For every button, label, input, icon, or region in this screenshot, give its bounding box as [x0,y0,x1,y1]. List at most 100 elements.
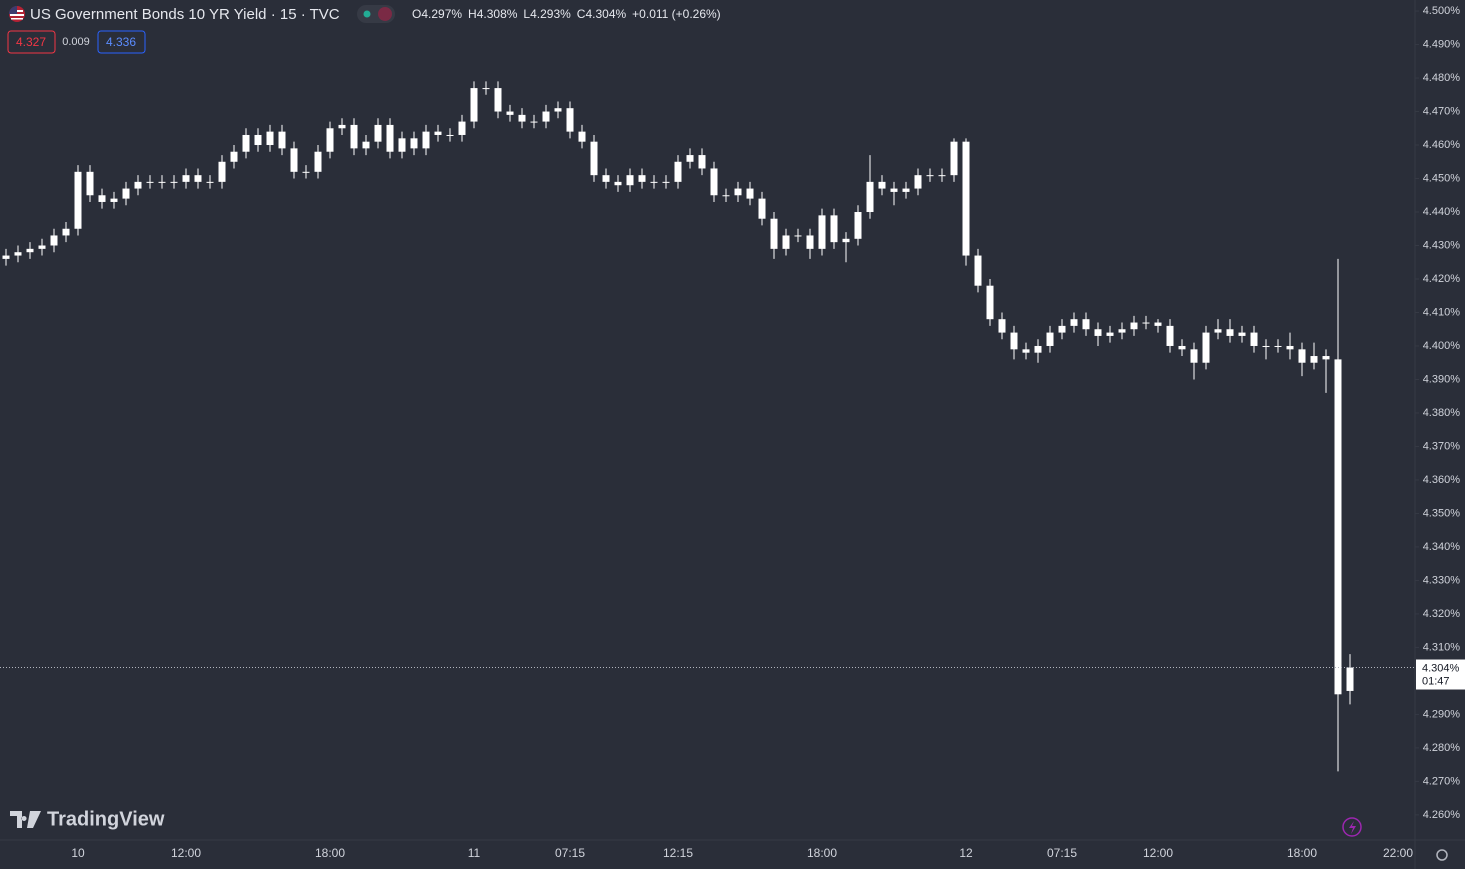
candle-body [950,141,958,176]
candle-body [446,134,454,136]
candle-body [974,255,982,286]
candle-body [878,181,886,189]
chart-title: US Government Bonds 10 YR Yield · 15 · T… [30,6,340,23]
candle-body [530,121,538,123]
candle-body [1058,325,1066,333]
candle-body [710,168,718,196]
candle-body [938,175,946,177]
buy-box[interactable] [97,30,146,54]
y-tick-label: 4.320% [1423,608,1461,620]
candle-body [386,124,394,152]
candle-body [902,188,910,192]
candle-body [998,319,1006,333]
candle-body [326,128,334,152]
candle-body [1226,329,1234,336]
candle-body [986,285,994,320]
candle-body [1286,345,1294,350]
candle-body [218,161,226,182]
y-tick-label: 4.450% [1423,172,1461,184]
ohlc-item: H4.308% [468,7,518,21]
candle-body [734,188,742,196]
candle-body [194,175,202,182]
candle-body [542,111,550,122]
sell-price: 4.327 [16,35,46,49]
candle-body [122,188,130,199]
candle-body [470,88,478,122]
buy-price: 4.336 [106,35,136,49]
candle-body [170,181,178,183]
candle-body [830,215,838,243]
sell-box[interactable] [7,30,56,54]
candle-body [818,215,826,249]
candle-body [722,195,730,197]
x-tick-label: 10 [71,846,85,860]
y-tick-label: 4.460% [1423,139,1461,151]
alert-icon[interactable] [1342,817,1362,837]
candle-body [398,138,406,152]
candle-body [1202,332,1210,363]
y-tick-label: 4.470% [1423,105,1461,117]
y-tick-label: 4.270% [1423,775,1461,787]
candle-body [1130,322,1138,330]
candle-body [506,111,514,115]
alert-bolt [1349,821,1356,834]
candle-body [2,255,10,259]
status-icon [378,7,392,21]
candle-body [494,88,502,112]
candle-body [1250,332,1258,346]
candle-body [62,228,70,236]
candle-body [146,181,154,183]
candle-body [1010,332,1018,350]
y-tick-label: 4.360% [1423,474,1461,486]
candle-body [254,134,262,146]
candle-body [410,138,418,149]
y-tick-label: 4.370% [1423,440,1461,452]
candle-body [770,218,778,249]
candle-body [1022,349,1030,353]
y-tick-label: 4.380% [1423,407,1461,419]
candle-body [1142,322,1150,324]
x-tick-label: 12 [959,846,973,860]
candle-body [1190,349,1198,363]
candle-body [302,171,310,173]
x-tick-label: 11 [468,846,481,860]
x-tick-label: 18:00 [807,846,837,860]
candle-body [1106,332,1114,336]
candle-body [1214,329,1222,333]
y-tick-label: 4.420% [1423,273,1461,285]
candle-body [854,212,862,239]
candle-body [566,108,574,132]
logo [10,811,41,828]
candle-body [626,175,634,186]
candle-body [842,238,850,243]
candle-body [158,181,166,183]
candle-body [290,148,298,172]
candle-body [1274,345,1282,347]
candle-body [182,175,190,182]
candle-body [458,121,466,135]
candle-body [422,131,430,149]
candle-body [338,124,346,129]
candle-body [278,131,286,149]
settings-icon[interactable] [1436,849,1448,861]
y-tick-label: 4.480% [1423,72,1461,84]
candle-body [746,188,754,199]
y-tick-label: 4.290% [1423,708,1461,720]
candle-body [242,134,250,152]
candle-body [650,181,658,183]
ohlc-item: L4.293% [523,7,571,21]
candle-body [578,131,586,142]
y-tick-label: 4.330% [1423,574,1461,586]
spread: 0.009 [62,36,90,48]
candle-body [662,181,670,183]
candle-body [758,198,766,219]
candle-body [926,175,934,177]
y-tick-label: 4.260% [1423,809,1461,821]
candle-body [74,171,82,229]
candle-body [374,124,382,142]
candle-body [434,131,442,135]
candle-body [314,151,322,172]
candle-body [266,131,274,146]
candle-body [482,88,490,90]
